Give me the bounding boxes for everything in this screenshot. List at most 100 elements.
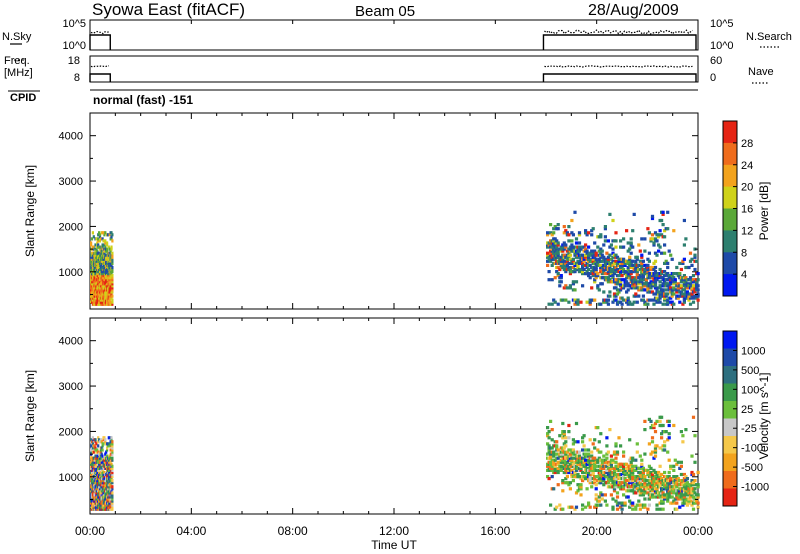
velocity-echo-cell [652,481,656,485]
power-echo-cell [657,276,661,280]
velocity-echo-cell [605,464,609,468]
power-echo-cell [606,302,610,306]
power-echo-cell [567,239,571,243]
velocity-echo-cell [597,440,601,444]
power-echo-cell [92,272,95,276]
velocity-echo-cell [549,503,553,507]
velocity-echo-cell [590,450,594,454]
power-echo-cell [622,237,626,241]
velocity-echo-cell [106,491,109,495]
power-echo-cell [641,276,645,280]
velocity-echo-cell [549,419,553,423]
power-echo-cell [95,302,98,306]
power-echo-cell [619,282,623,286]
power-echo-cell [693,253,697,257]
velocity-echo-cell [91,438,94,442]
velocity-echo-cell [593,458,597,462]
velocity-echo-cell [567,466,571,470]
power-echo-cell [556,251,560,255]
power-echo-cell [581,270,585,274]
velocity-echo-cell [612,481,617,485]
velocity-echo-cell [552,460,556,464]
power-echo-cell [643,267,647,272]
power-echo-cell [102,257,105,261]
velocity-echo-cell [558,434,562,438]
velocity-echo-cell [653,421,658,426]
power-echo-cell [612,261,617,265]
power-echo-cell [653,282,658,286]
velocity-echo-cell [98,462,102,466]
velocity-echo-cell [647,417,651,421]
velocity-echo-cell [581,503,585,507]
power-echo-cell [628,300,632,304]
velocity-echo-cell [634,507,638,511]
velocity-echo-cell [622,485,626,489]
power-echo-cell [640,237,644,241]
velocity-echo-cell [570,458,574,462]
velocity-echo-cell [562,446,566,450]
velocity-echo-cell [90,460,93,464]
power-echo-cell [615,267,620,272]
velocity-echo-cell [635,442,639,446]
power-echo-cell [631,302,635,306]
velocity-echo-cell [584,458,588,462]
power-echo-cell [652,267,656,272]
velocity-echo-cell [579,483,583,487]
velocity-echo-cell [97,440,100,444]
velocity-echo-cell [637,479,641,483]
velocity-echo-cell [661,499,665,503]
velocity-echo-cell [570,468,574,472]
velocity-echo-cell [617,501,621,505]
velocity-echo-cell [629,460,633,464]
velocity-echo-cell [679,495,683,499]
power-echo-cell [564,261,568,265]
power-echo-cell [632,212,636,216]
velocity-echo-cell [561,454,565,458]
velocity-echoes [90,415,700,511]
power-echo-cell [567,265,571,270]
power-echo-cell [614,239,618,243]
velocity-echo-cell [675,475,679,479]
velocity-echo-cell [623,503,627,507]
velocity-echo-cell [620,468,624,472]
power-echo-cell [644,278,648,282]
power-echo-cell [623,261,627,265]
power-echo-cell [619,267,623,272]
velocity-echo-cell [644,487,648,491]
power-echo-cell [579,259,583,263]
time-tick-label: 08:00 [278,524,308,538]
velocity-echo-cell [591,460,595,464]
velocity-echo-cell [614,472,618,477]
velocity-echo-cell [675,462,679,466]
velocity-echo-cell [646,491,650,495]
power-echo-cell [562,241,566,245]
velocity-echo-cell [97,454,100,458]
power-echo-cell [670,274,674,278]
power-echo-cell [641,294,645,298]
velocity-echo-cell [628,458,632,462]
power-echo-cell [675,265,679,270]
velocity-echo-cell [570,472,574,477]
velocity-echo-cell [652,423,656,428]
velocity-echo-cell [574,464,579,468]
power-echo-cell [628,257,632,261]
power-echo-cell [588,263,592,267]
power-echo-cell [617,274,621,278]
power-echo-cell [626,261,630,265]
velocity-echo-cell [587,448,591,452]
velocity-echo-cell [638,507,642,511]
velocity-echo-cell [696,470,700,475]
power-echo-cell [552,227,556,231]
power-echo-cell [653,272,658,276]
power-echo-cell [678,300,682,304]
velocity-echo-cell [90,450,93,454]
velocity-echo-cell [594,487,598,491]
velocity-echo-cell [91,505,94,509]
velocity-echo-cell [619,483,623,487]
velocity-echo-cell [91,458,94,462]
power-echo-cell [581,261,585,265]
power-echo-cell [637,288,641,292]
velocity-echo-cell [597,499,601,503]
velocity-echo-cell [106,444,109,448]
velocity-echo-cell [582,456,586,460]
